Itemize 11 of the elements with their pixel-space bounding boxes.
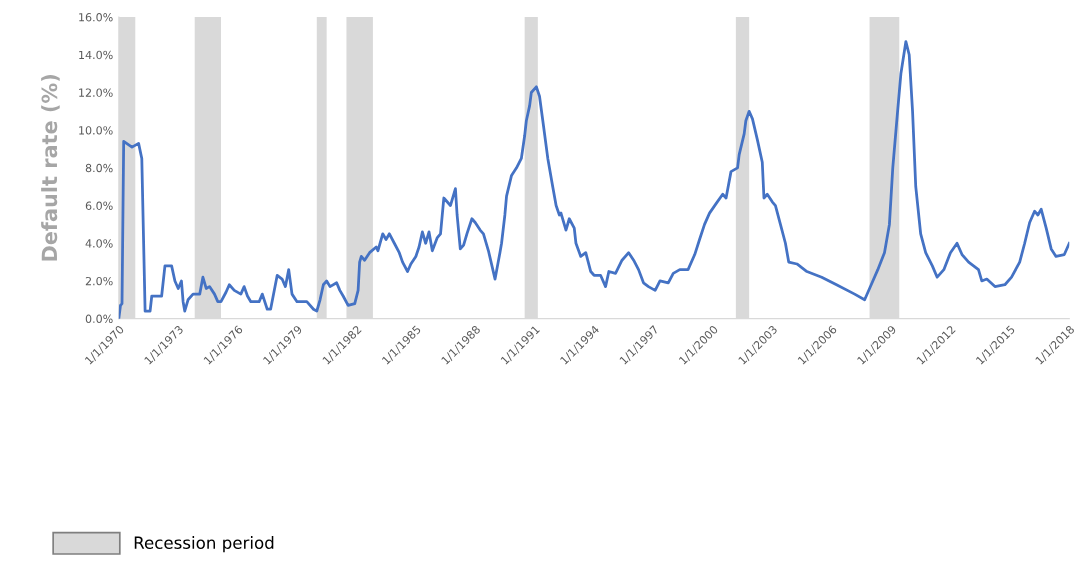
- y-axis-title: Default rate (%): [41, 74, 60, 261]
- y-tick-label: 0.0%: [85, 314, 113, 324]
- y-tick-label: 10.0%: [79, 126, 113, 135]
- y-tick-label: 2.0%: [85, 276, 113, 286]
- y-tick-label: 4.0%: [85, 239, 113, 248]
- y-tick-label: 6.0%: [85, 201, 113, 210]
- legend-label: Recession period: [134, 536, 274, 553]
- y-tick-label: 14.0%: [79, 50, 113, 60]
- y-tick-label: 12.0%: [79, 88, 113, 97]
- y-tick-label: 16.0%: [79, 13, 113, 22]
- y-tick-label: 8.0%: [85, 163, 113, 173]
